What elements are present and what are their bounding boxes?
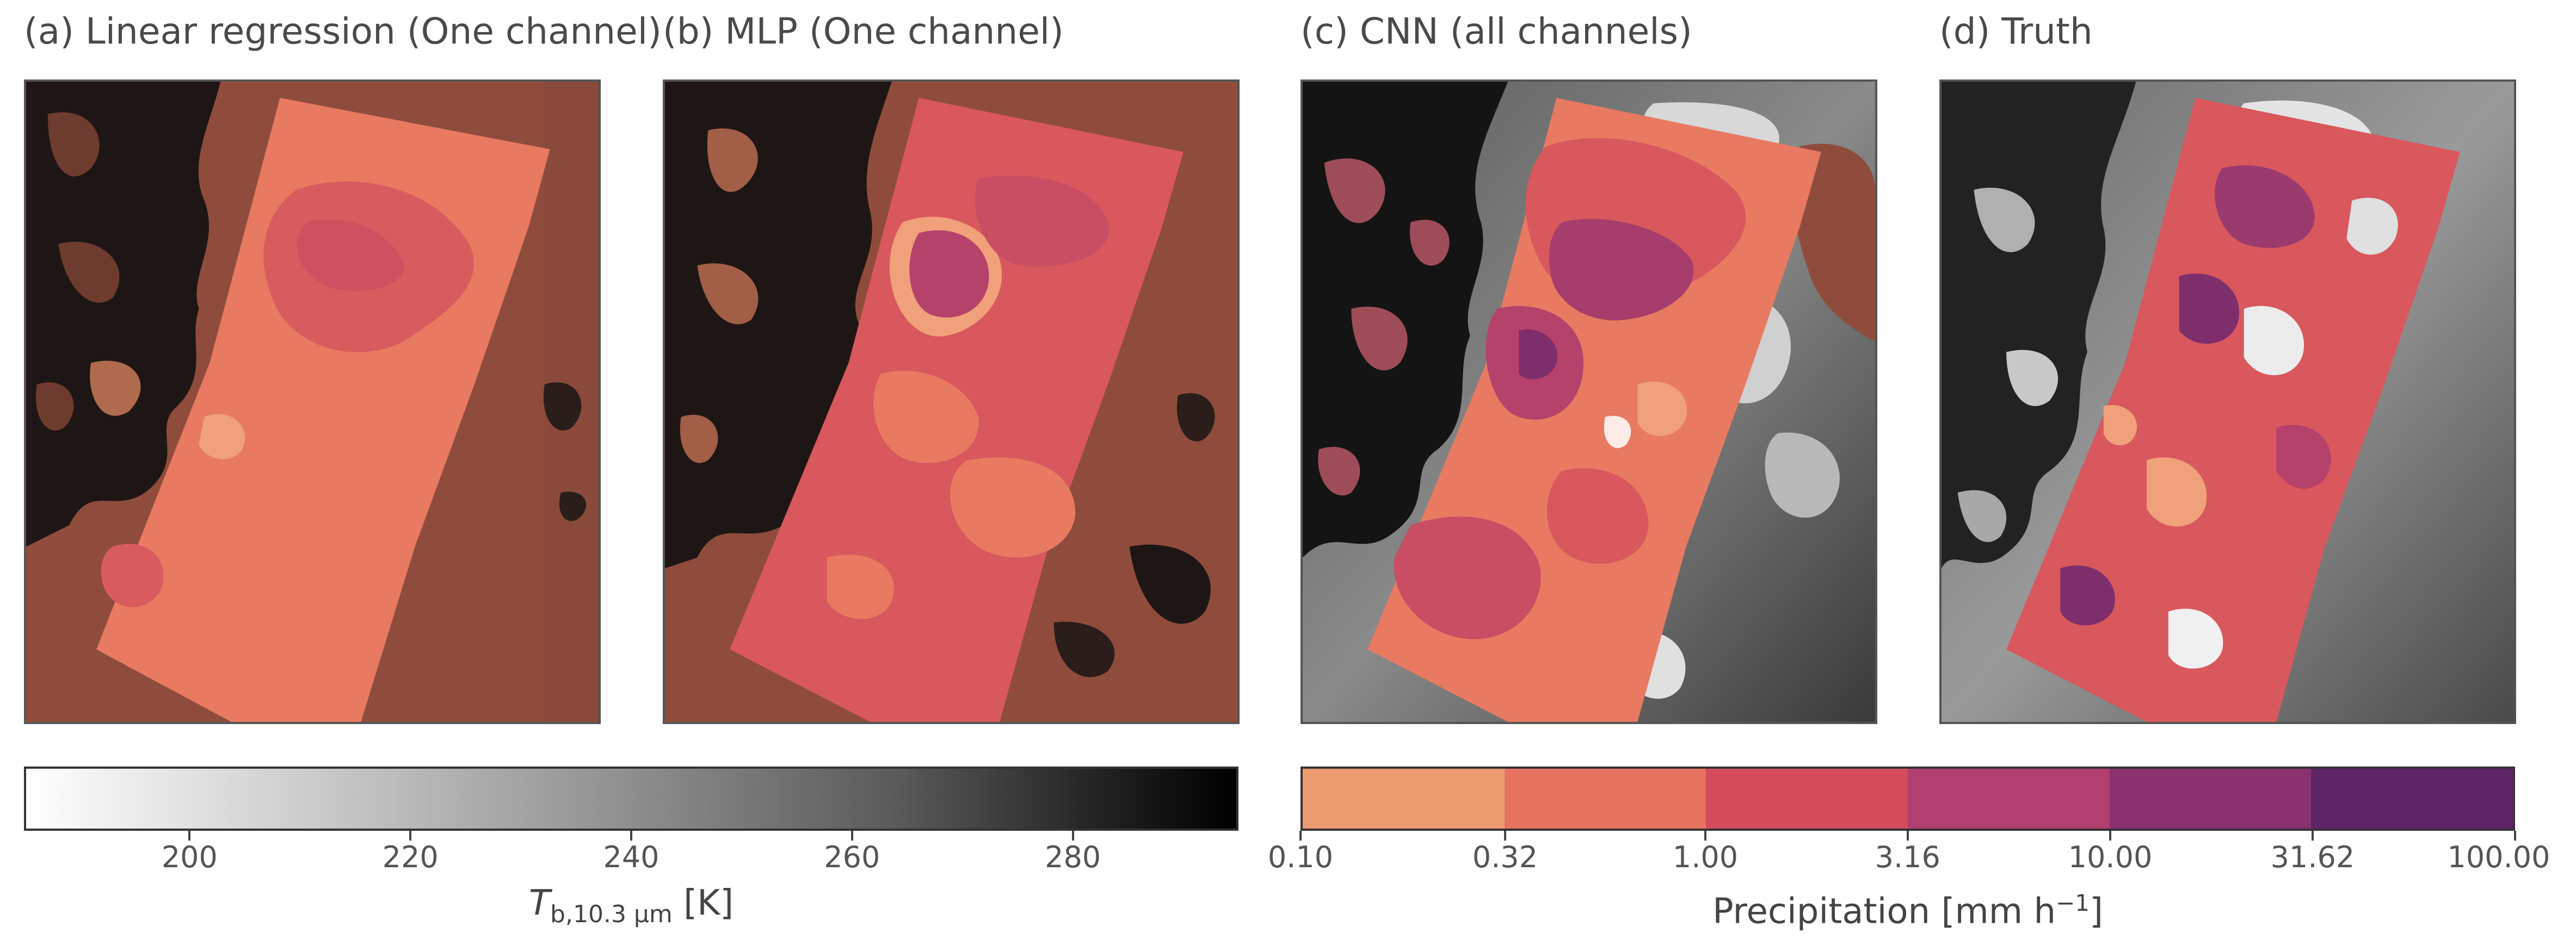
precip-tick: [1704, 831, 1706, 841]
precip-colorbar-segment: [1504, 769, 1706, 829]
panel-title-c: (c) CNN (all channels): [1301, 10, 1692, 52]
precip-tick-label: 0.10: [1267, 840, 1334, 874]
precip-colorbar-segment: [2109, 769, 2312, 829]
precip-tick: [1299, 831, 1302, 841]
precip-label-sup: −1: [2056, 890, 2090, 916]
precip-colorbar-segment: [1706, 769, 1908, 829]
panel-title-d: (d) Truth: [1939, 10, 2093, 52]
tb-tick: [851, 831, 853, 841]
panel-d-svg: [1942, 82, 2514, 722]
tb-label-unit: [K]: [683, 883, 734, 923]
tb-tick: [630, 831, 632, 841]
precip-tick: [2514, 831, 2516, 841]
precip-colorbar-label: Precipitation [mm h−1]: [1712, 879, 2103, 936]
panel-b-map: [663, 79, 1240, 724]
tb-label-sub: b,10.3 µm: [550, 900, 673, 928]
panel-c-map: [1301, 79, 1877, 724]
precip-tick-label: 1.00: [1672, 840, 1739, 874]
panel-d-map: [1939, 79, 2516, 724]
tb-tick-label: 220: [382, 840, 439, 874]
panel-c-svg: [1303, 82, 1875, 722]
precip-tick-label: 10.00: [2068, 840, 2153, 874]
precip-tick-label: 0.32: [1472, 840, 1538, 874]
precip-colorbar-segment: [1303, 769, 1505, 829]
precip-tick: [2109, 831, 2111, 841]
tb-tick: [188, 831, 191, 841]
panel-b-svg: [665, 82, 1237, 722]
precip-colorbar: [1301, 767, 2515, 831]
tb-tick-label: 280: [1045, 840, 1101, 874]
tb-tick-label: 200: [161, 840, 218, 874]
precip-tick: [1503, 831, 1506, 841]
tb-colorbar: [24, 767, 1238, 831]
precip-tick-label: 31.62: [2270, 840, 2355, 874]
tb-tick-label: 240: [603, 840, 660, 874]
tb-tick: [409, 831, 412, 841]
precip-tick-label: 100.00: [2447, 840, 2550, 874]
precip-tick-label: 3.16: [1875, 840, 1940, 874]
tb-tick: [1071, 831, 1074, 841]
precip-tick: [2311, 831, 2314, 841]
precip-colorbar-segment: [2311, 769, 2513, 829]
panel-title-a: (a) Linear regression (One channel): [24, 10, 662, 52]
precip-label-end: ]: [2089, 891, 2103, 932]
tb-tick-label: 260: [824, 840, 880, 874]
panel-a-svg: [26, 82, 599, 722]
precip-colorbar-segment: [1908, 769, 2110, 829]
panel-title-b: (b) MLP (One channel): [663, 10, 1064, 52]
precip-tick: [1906, 831, 1909, 841]
tb-colorbar-label: Tb,10.3 µm [K]: [529, 879, 734, 939]
precip-label-main: Precipitation [mm h: [1712, 891, 2056, 932]
tb-label-main: T: [528, 883, 551, 923]
panel-a-map: [24, 79, 601, 724]
